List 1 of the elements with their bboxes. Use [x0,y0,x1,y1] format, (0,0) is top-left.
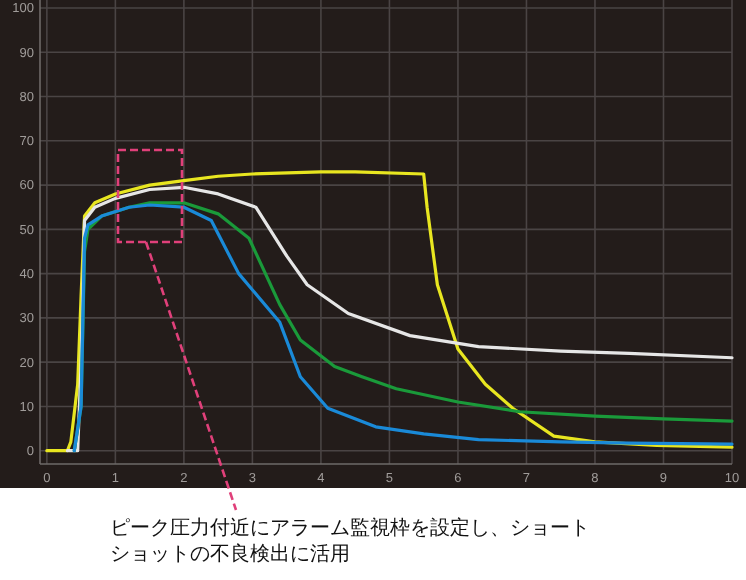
text: ピーク圧力付近にアラーム監視枠を設定し、ショートショットの不良検出に活用 [110,516,590,568]
